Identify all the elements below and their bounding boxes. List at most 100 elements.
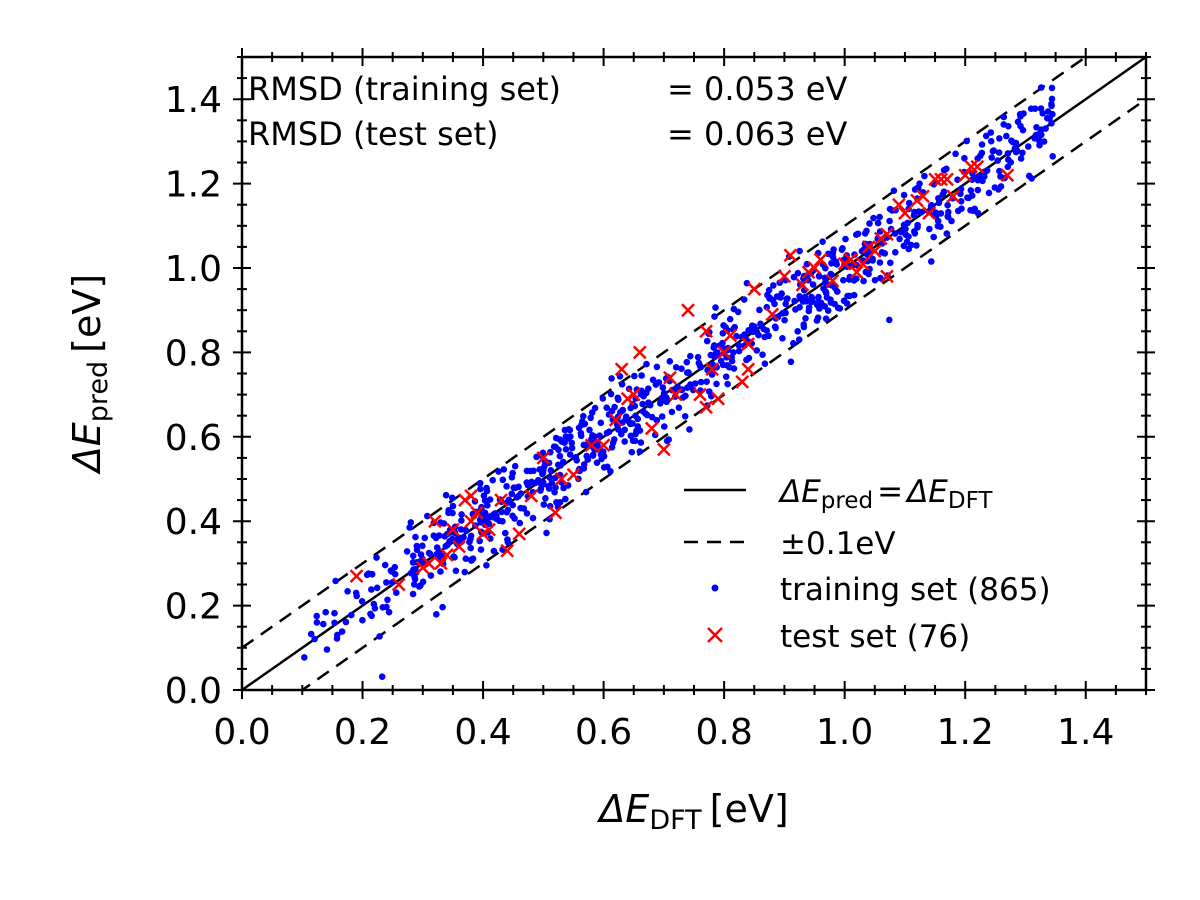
training-point <box>983 167 991 174</box>
training-point <box>655 379 663 386</box>
training-point <box>988 154 995 161</box>
training-point <box>614 394 622 402</box>
training-point <box>301 654 308 661</box>
training-point <box>505 496 513 504</box>
training-point <box>795 336 803 343</box>
training-point <box>580 421 587 428</box>
training-point <box>724 380 731 388</box>
y-axis-label: ΔEpred [eV] <box>65 274 114 475</box>
training-point <box>627 420 634 428</box>
training-point <box>995 149 1003 156</box>
training-point <box>860 277 867 285</box>
training-point <box>313 612 321 620</box>
training-point <box>842 235 849 243</box>
training-point <box>741 331 748 338</box>
training-point <box>743 356 750 364</box>
training-point <box>338 628 346 635</box>
test-point <box>663 370 677 385</box>
training-point <box>987 137 995 145</box>
test-point <box>644 421 659 436</box>
training-point <box>874 219 882 227</box>
training-point <box>562 495 569 503</box>
tick-labels: 0.0 0.2 0.4 0.6 0.8 1.0 1.2 1.4 0.0 0.2 0.4 0.6 0.8 1… <box>165 80 1115 753</box>
test-point <box>705 362 719 377</box>
training-point <box>608 407 616 415</box>
training-point <box>503 483 510 490</box>
training-point <box>777 294 784 301</box>
test-point <box>940 172 954 187</box>
training-point <box>678 365 685 373</box>
training-point <box>735 342 743 349</box>
legend-label-training: training set (865) <box>780 572 1051 608</box>
test-point <box>813 252 828 267</box>
training-point <box>332 577 339 585</box>
training-point <box>1038 131 1045 139</box>
training-point <box>462 526 470 534</box>
training-point <box>525 481 532 488</box>
training-point <box>663 437 671 445</box>
training-point <box>409 590 417 598</box>
training-point <box>530 467 537 475</box>
legend-label-dashed: ±0.1eV <box>780 526 896 562</box>
training-point <box>794 269 802 277</box>
training-point <box>568 444 576 452</box>
test-point <box>681 303 695 318</box>
training-point <box>640 408 647 415</box>
test-point <box>566 467 581 482</box>
training-point <box>1048 120 1055 127</box>
training-point <box>495 468 502 475</box>
training-point <box>1048 95 1056 103</box>
training-point <box>787 358 795 366</box>
training-point <box>412 533 419 541</box>
training-point <box>591 433 598 440</box>
training-point <box>668 408 676 416</box>
training-point <box>1019 149 1026 157</box>
training-point <box>442 542 450 550</box>
test-point <box>801 265 816 280</box>
training-point <box>486 496 494 503</box>
legend-label-identity: ΔEpred = ΔEDFT <box>778 474 993 514</box>
training-point <box>558 438 566 445</box>
training-point <box>504 506 512 514</box>
training-point <box>587 414 594 422</box>
training-point <box>461 568 469 576</box>
training-point <box>944 201 951 209</box>
axis-ticks <box>233 48 1155 699</box>
training-point <box>467 544 475 552</box>
x-tick-label: 1.4 <box>1057 712 1114 753</box>
training-point <box>1033 124 1040 131</box>
test-point <box>608 413 623 427</box>
training-point <box>666 358 674 365</box>
training-point <box>900 242 908 250</box>
test-point <box>536 451 551 465</box>
training-point <box>607 390 615 398</box>
training-point <box>435 532 443 539</box>
test-point <box>657 442 671 457</box>
test-point <box>470 505 484 520</box>
test-point <box>464 489 478 503</box>
training-point <box>790 273 798 281</box>
y-tick-label: 1.2 <box>165 165 222 206</box>
training-point <box>421 534 429 542</box>
training-point <box>802 315 809 322</box>
training-point <box>712 304 719 311</box>
training-point <box>770 282 777 289</box>
training-point <box>462 555 470 562</box>
training-point <box>805 304 813 311</box>
x-axis-label: ΔEDFT [eV] <box>596 787 788 836</box>
training-point <box>943 230 951 237</box>
x-axis-label-base: ΔE <box>596 787 649 831</box>
test-point <box>880 269 894 284</box>
training-point <box>876 213 883 221</box>
training-point <box>586 426 593 434</box>
training-point <box>603 404 610 412</box>
test-point <box>964 159 979 174</box>
training-point <box>808 293 815 301</box>
test-point <box>837 256 852 271</box>
training-point <box>659 384 667 391</box>
training-point <box>658 413 666 420</box>
test-point <box>873 231 888 246</box>
training-point <box>934 222 942 230</box>
legend-identity-sub2: DFT <box>948 488 994 514</box>
